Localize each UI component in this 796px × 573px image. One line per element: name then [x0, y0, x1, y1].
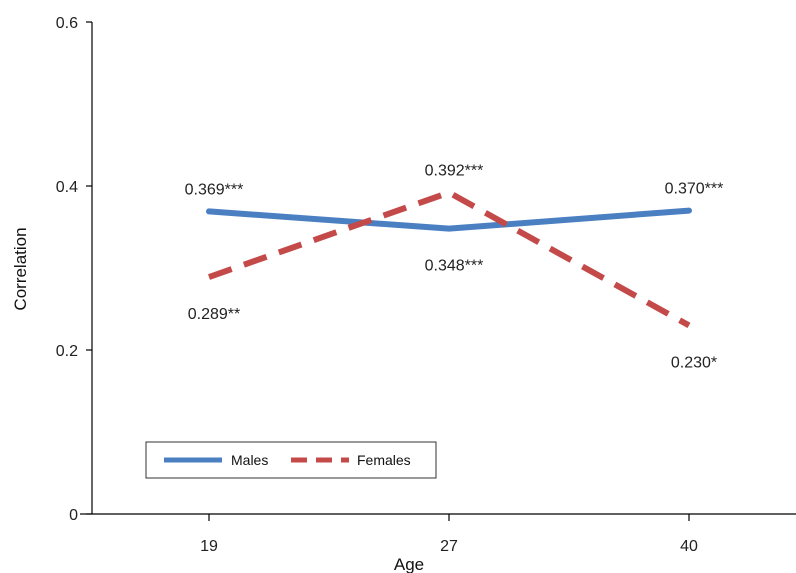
x-tick-label: 40 [680, 538, 698, 555]
legend-label-males: Males [231, 452, 268, 468]
data-label-males: 0.369*** [185, 181, 244, 198]
x-axis-title: Age [394, 555, 424, 573]
data-label-females: 0.392*** [425, 163, 484, 180]
legend: Males Females [145, 441, 437, 479]
y-tick-label: 0 [69, 507, 78, 524]
data-label-females: 0.289** [188, 306, 241, 323]
y-axis-title: Correlation [11, 227, 30, 310]
data-label-males: 0.370*** [665, 181, 724, 198]
series-line-males [206, 207, 692, 232]
y-tick-label: 0.2 [56, 343, 78, 360]
legend-label-females: Females [357, 452, 411, 468]
data-label-males: 0.348*** [425, 258, 484, 275]
x-tick-label: 19 [200, 538, 218, 555]
data-label-females: 0.230* [671, 354, 717, 371]
series-line-females [208, 189, 691, 329]
y-tick-label: 0.4 [56, 179, 78, 196]
y-tick-label: 0.6 [56, 15, 78, 32]
x-tick-label: 27 [440, 538, 458, 555]
